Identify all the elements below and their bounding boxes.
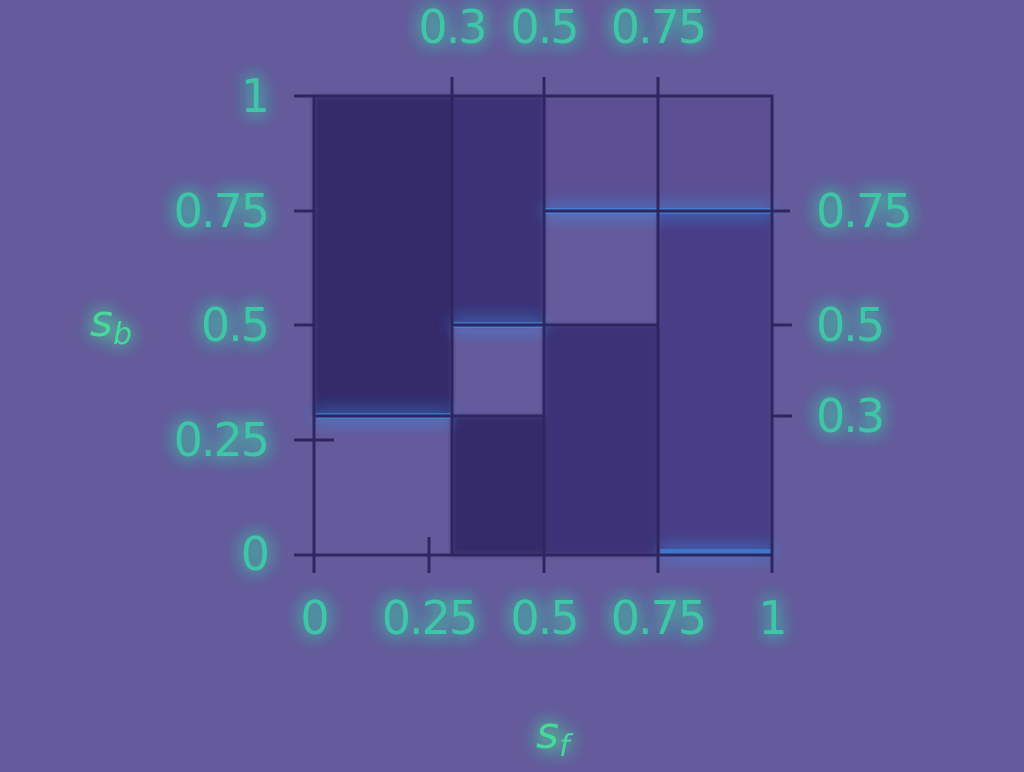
left-tick-label: 0.25: [174, 413, 268, 467]
region-mid-lower: [452, 416, 544, 555]
bottom-tick-label: 0.25: [382, 591, 476, 645]
plot-frame: [312, 77, 790, 573]
left-tick-label: 1: [241, 69, 268, 123]
top-tick-label: 0.3: [418, 0, 485, 54]
bottom-tick-label: 0.5: [510, 591, 577, 645]
x-axis-label: sf: [536, 708, 574, 764]
top-tick-label: 0.5: [510, 0, 577, 54]
right-tick-label: 0.3: [816, 389, 883, 443]
right-tick-label: 0.5: [816, 298, 883, 352]
region-mid-upper: [452, 96, 544, 325]
region-far-right: [658, 211, 772, 555]
bottom-tick-label: 0.75: [611, 591, 705, 645]
y-axis-label: sb: [90, 296, 132, 352]
region-right-lower: [544, 325, 658, 555]
tick-marks: [294, 94, 792, 573]
bottom-tick-label: 0: [300, 591, 327, 645]
right-tick-label: 0.75: [816, 184, 910, 238]
left-tick-label: 0: [241, 527, 268, 581]
bottom-tick-label: 1: [758, 591, 785, 645]
left-tick-label: 0.75: [174, 184, 268, 238]
left-tick-label: 0.5: [201, 298, 268, 352]
region-left-dark: [314, 96, 452, 416]
top-tick-label: 0.75: [611, 0, 705, 54]
